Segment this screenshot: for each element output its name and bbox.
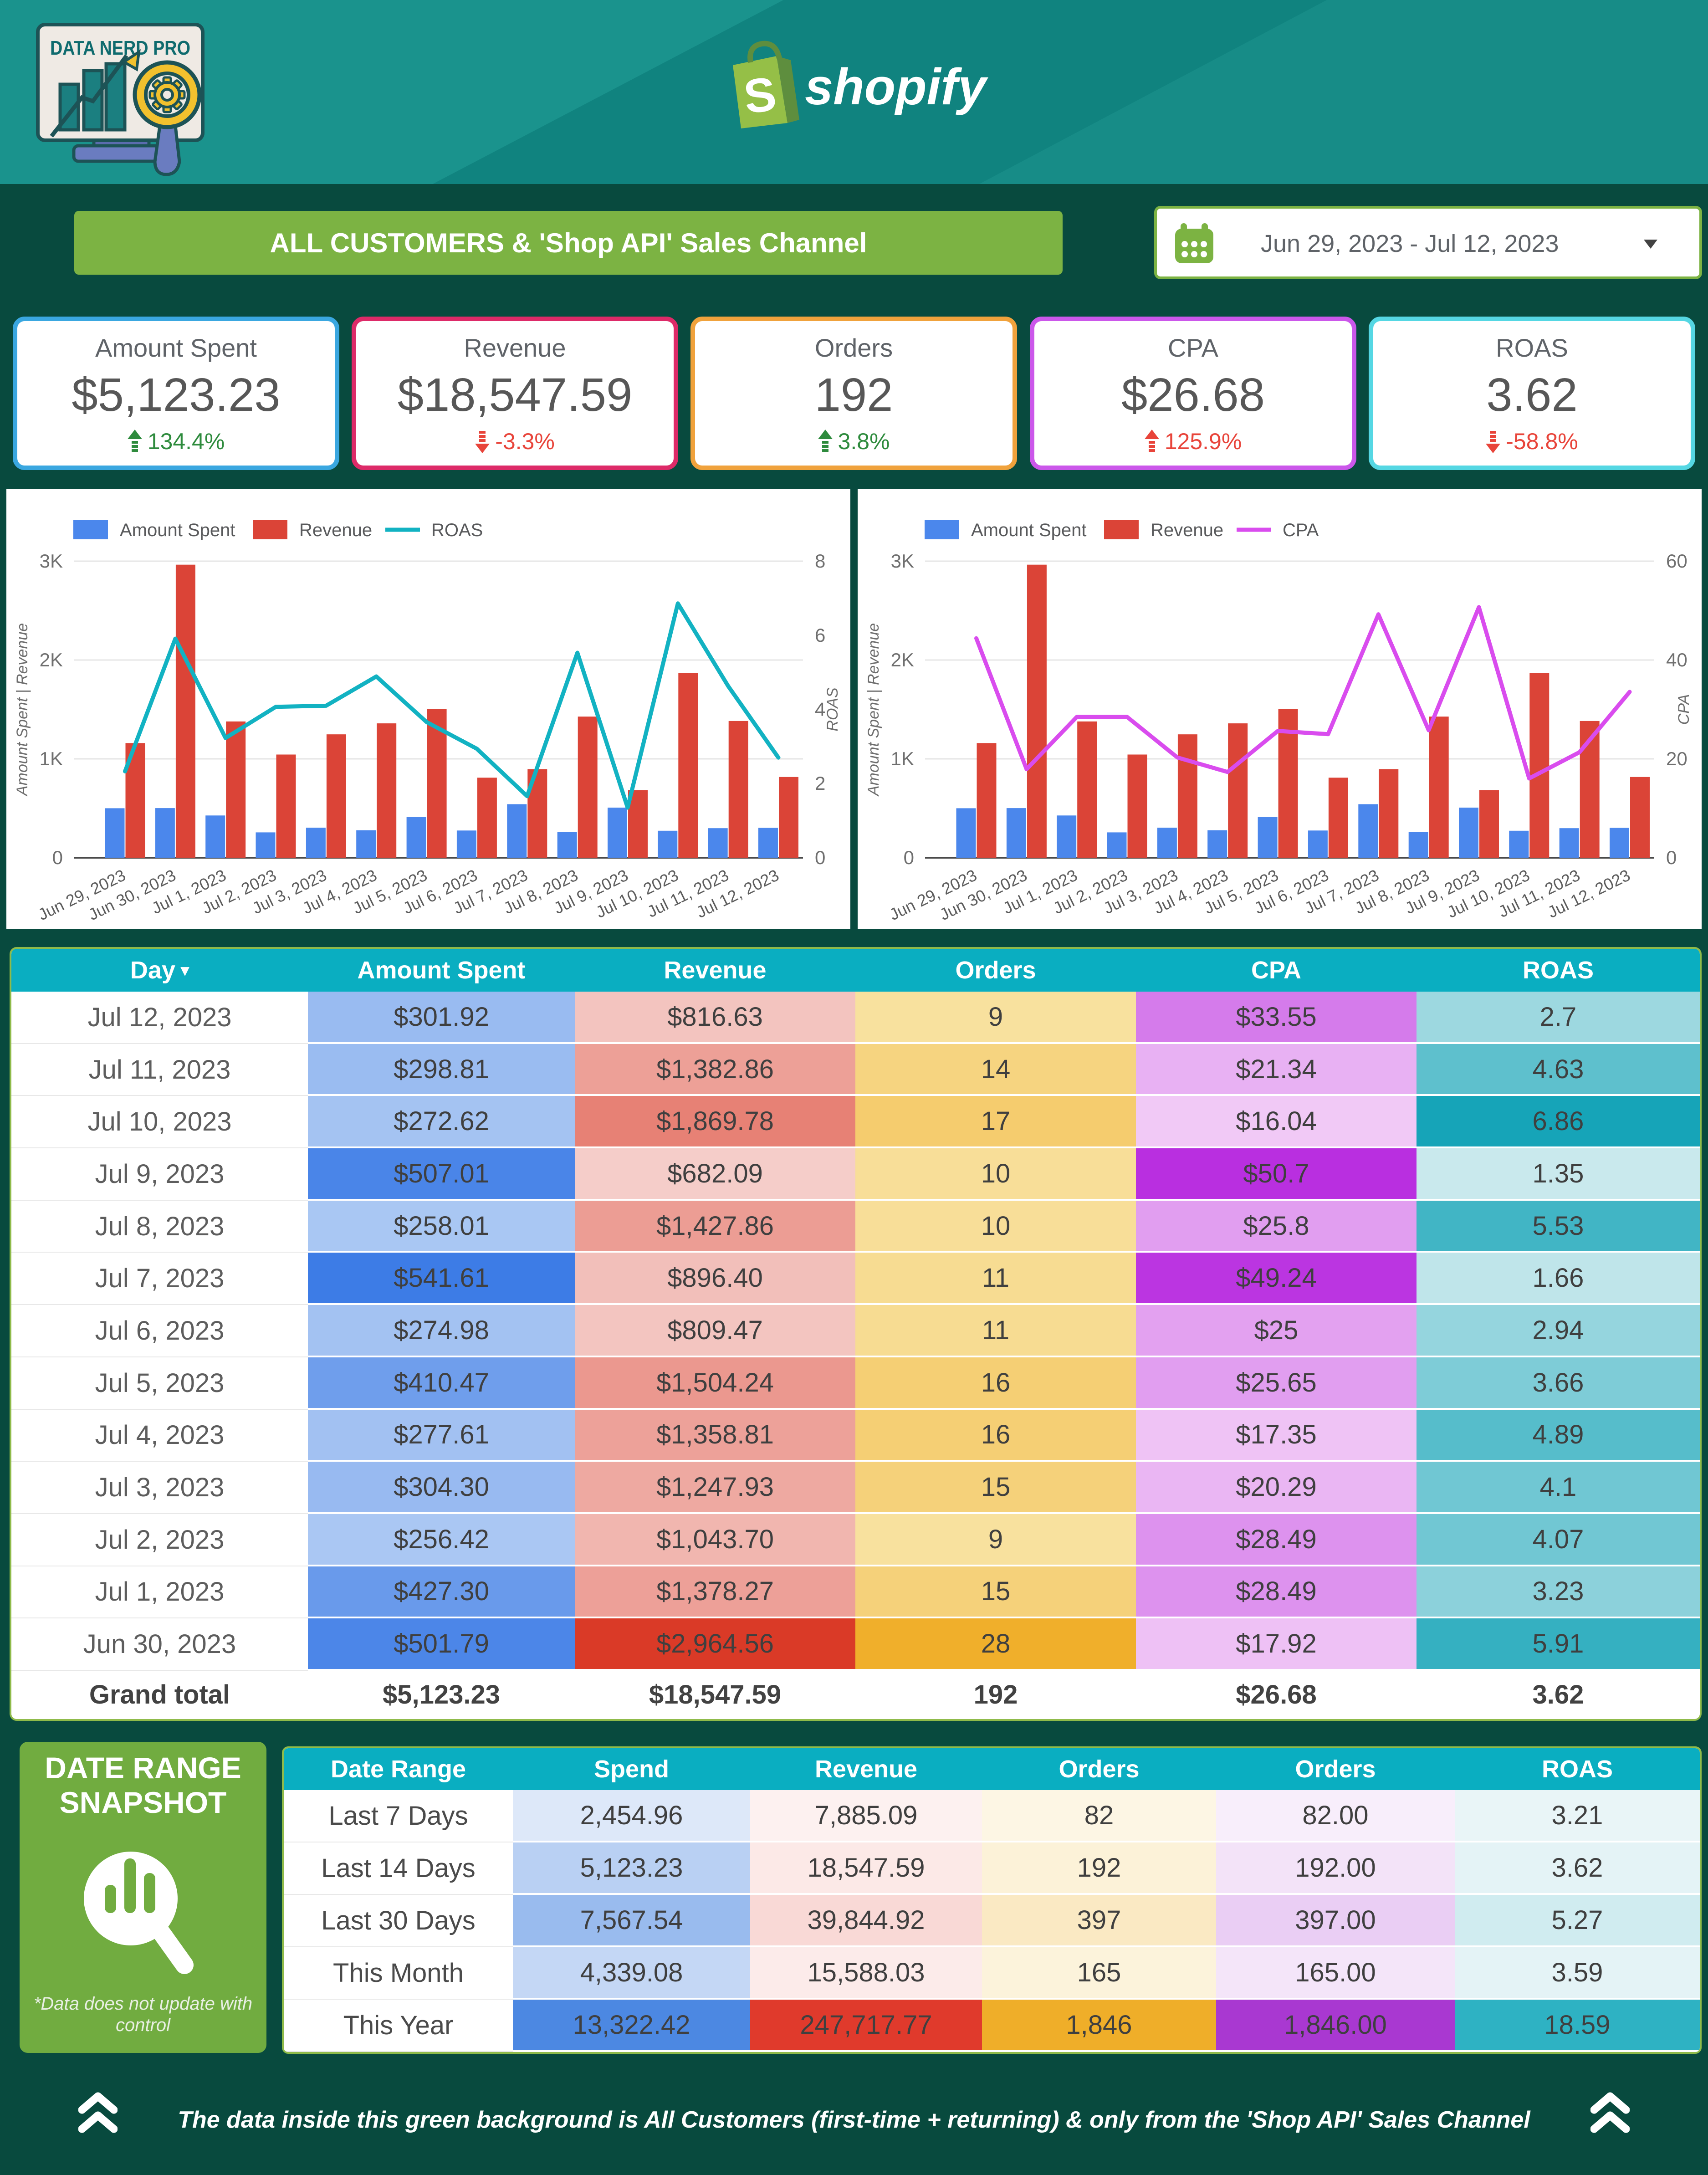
svg-text:6: 6 — [815, 624, 825, 646]
svg-text:0: 0 — [904, 847, 914, 868]
svg-text:8: 8 — [815, 550, 825, 572]
svg-text:60: 60 — [1666, 550, 1688, 572]
svg-text:DATA NERD PRO: DATA NERD PRO — [50, 37, 190, 59]
svg-text:ROAS: ROAS — [431, 520, 483, 540]
svg-text:0: 0 — [52, 847, 63, 868]
svg-text:1K: 1K — [891, 748, 914, 769]
svg-text:shopify: shopify — [805, 58, 988, 115]
svg-text:0: 0 — [1666, 847, 1677, 868]
svg-text:2K: 2K — [891, 649, 914, 670]
svg-text:Revenue: Revenue — [299, 520, 372, 540]
svg-text:CPA: CPA — [1675, 694, 1693, 725]
svg-text:4: 4 — [815, 699, 825, 720]
svg-text:1K: 1K — [40, 748, 63, 769]
svg-text:3K: 3K — [891, 550, 914, 572]
svg-text:Amount Spent: Amount Spent — [971, 520, 1087, 540]
svg-text:40: 40 — [1666, 649, 1688, 670]
svg-text:3K: 3K — [40, 550, 63, 572]
svg-text:20: 20 — [1666, 748, 1688, 769]
svg-text:S: S — [741, 67, 779, 124]
svg-text:0: 0 — [815, 847, 825, 868]
svg-text:CPA: CPA — [1283, 520, 1319, 540]
svg-text:2K: 2K — [40, 649, 63, 670]
svg-text:Revenue: Revenue — [1151, 520, 1223, 540]
svg-text:Amount Spent: Amount Spent — [120, 520, 235, 540]
svg-text:ROAS: ROAS — [824, 687, 841, 732]
svg-text:Amount Spent | Revenue: Amount Spent | Revenue — [14, 623, 31, 797]
svg-text:Amount Spent | Revenue: Amount Spent | Revenue — [865, 623, 882, 797]
svg-text:2: 2 — [815, 773, 825, 794]
